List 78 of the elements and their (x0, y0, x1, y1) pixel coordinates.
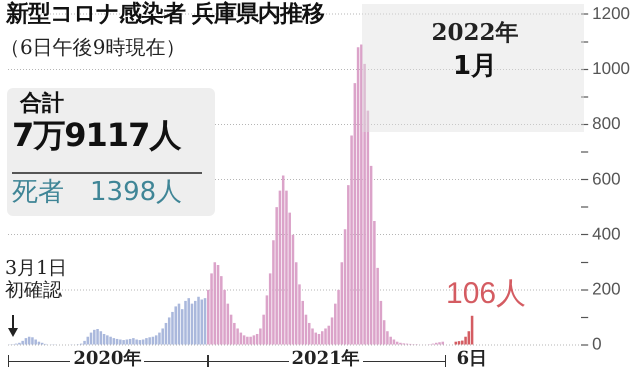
annotation: 7万9117人 (12, 116, 180, 154)
bar (314, 332, 318, 344)
bar (34, 339, 37, 344)
bar (96, 329, 99, 344)
bar (356, 47, 360, 344)
bar (119, 339, 122, 344)
bar (24, 338, 28, 344)
bar (216, 265, 220, 344)
bar (282, 175, 284, 344)
bar (392, 339, 396, 344)
bar (214, 262, 216, 344)
bar (200, 300, 204, 344)
bar (461, 340, 464, 344)
bar (442, 342, 444, 344)
bar (93, 330, 96, 344)
bar (152, 336, 154, 344)
bar (318, 334, 320, 344)
annotation: 合計 (20, 91, 64, 116)
bar (38, 342, 40, 344)
bar (178, 304, 180, 344)
bar (184, 300, 187, 344)
bar (28, 336, 30, 344)
bar (100, 331, 102, 344)
bar (360, 44, 363, 344)
bar (102, 334, 106, 344)
bar (396, 342, 398, 344)
bar (138, 340, 142, 344)
y-tick-label: 600 (592, 169, 621, 188)
bar (154, 335, 158, 344)
bar (21, 340, 24, 344)
y-tick-label: 800 (592, 114, 621, 134)
bar (135, 339, 138, 344)
bar (132, 338, 135, 344)
bar (252, 335, 256, 344)
data-label: 106人 (446, 277, 526, 310)
bar (458, 341, 460, 344)
bar (112, 338, 116, 344)
bar (249, 336, 252, 344)
y-tick-label: 200 (592, 280, 621, 299)
annotation: 2022年 (430, 19, 520, 46)
y-tick-label: 1000 (592, 59, 630, 78)
bar (128, 338, 132, 344)
bar (106, 335, 109, 344)
chart-title: 新型コロナ感染者 兵庫県内推移 (6, 1, 324, 28)
bar (116, 338, 118, 344)
bar (90, 332, 92, 344)
bar (145, 338, 148, 344)
y-tick-label: 0 (592, 334, 602, 354)
bar (204, 298, 206, 344)
bar (240, 332, 242, 344)
bar (148, 337, 151, 344)
bar (194, 300, 197, 344)
text: 2020年 (70, 348, 144, 369)
bar (324, 328, 327, 344)
bar (246, 336, 249, 344)
bar (197, 296, 200, 344)
text: （6日午後9時現在） (0, 35, 186, 59)
bar (158, 332, 161, 344)
bar (31, 337, 34, 344)
bar (142, 339, 144, 344)
y-tick-label: 1200 (592, 4, 630, 23)
bar (454, 342, 458, 344)
annotation: 1月 (452, 51, 498, 81)
bar (86, 336, 90, 344)
bar (109, 336, 112, 344)
bar (122, 340, 125, 344)
bar (174, 306, 177, 344)
annotation: 死者 1398人 (12, 172, 202, 207)
bar (242, 335, 246, 344)
bar (126, 339, 128, 344)
annotation: 3月1日初確認 (5, 257, 68, 302)
text: 2021年 (288, 348, 363, 369)
bar (187, 298, 190, 344)
bar (83, 340, 86, 344)
text: 6日 (456, 348, 488, 369)
bar (321, 331, 324, 344)
y-tick-label: 400 (592, 224, 621, 244)
bar (470, 316, 474, 344)
